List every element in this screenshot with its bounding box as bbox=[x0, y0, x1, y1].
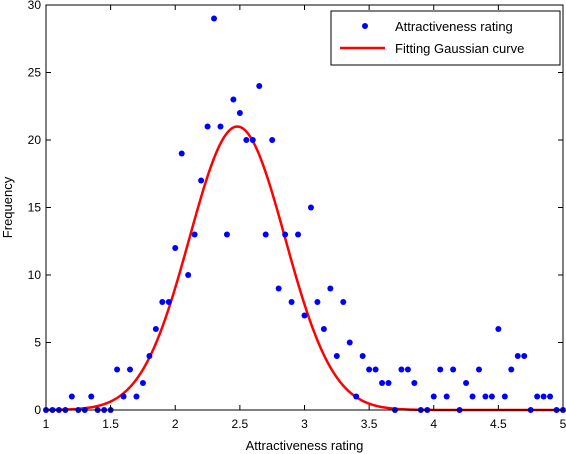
data-point bbox=[211, 15, 218, 22]
legend: Attractiveness rating Fitting Gaussian c… bbox=[330, 10, 561, 66]
data-point bbox=[256, 83, 263, 89]
data-point bbox=[450, 366, 457, 373]
data-point bbox=[366, 366, 373, 373]
data-point bbox=[359, 353, 366, 359]
data-point bbox=[437, 366, 444, 373]
data-point bbox=[501, 393, 508, 400]
data-point bbox=[204, 123, 211, 130]
data-point bbox=[198, 177, 205, 184]
x-tick-label: 4.5 bbox=[490, 417, 507, 431]
data-point bbox=[320, 326, 327, 332]
data-point bbox=[230, 96, 237, 103]
legend-label-curve: Fitting Gaussian curve bbox=[395, 41, 524, 56]
y-tick-label: 0 bbox=[34, 403, 41, 417]
data-point bbox=[288, 299, 295, 305]
x-tick-label: 4 bbox=[430, 417, 437, 431]
plot-background bbox=[46, 5, 563, 410]
data-point bbox=[430, 393, 437, 400]
legend-box bbox=[330, 10, 561, 66]
data-point bbox=[178, 150, 185, 157]
data-point bbox=[127, 366, 134, 373]
data-point bbox=[314, 299, 321, 305]
data-point bbox=[243, 137, 250, 143]
data-point bbox=[469, 393, 476, 400]
data-point bbox=[269, 137, 276, 143]
legend-label-points: Attractiveness rating bbox=[395, 19, 513, 34]
data-point bbox=[217, 123, 224, 130]
x-axis-label: Attractiveness rating bbox=[246, 438, 364, 453]
data-point bbox=[301, 312, 308, 319]
data-point bbox=[333, 353, 340, 359]
x-tick-label: 3.5 bbox=[361, 417, 378, 431]
data-point bbox=[340, 299, 347, 305]
data-point bbox=[346, 339, 353, 346]
data-point bbox=[120, 393, 127, 400]
data-point bbox=[411, 380, 418, 386]
x-tick-label: 5 bbox=[560, 417, 566, 431]
y-tick-label: 30 bbox=[28, 0, 42, 12]
data-point bbox=[185, 272, 192, 278]
data-point bbox=[534, 393, 541, 400]
data-point bbox=[372, 366, 379, 373]
y-tick-label: 20 bbox=[28, 133, 42, 147]
data-point bbox=[282, 231, 289, 238]
x-tick-label: 1.5 bbox=[102, 417, 119, 431]
data-point bbox=[495, 326, 502, 332]
y-axis-label: Frequency bbox=[0, 176, 15, 238]
data-point bbox=[146, 353, 153, 359]
y-tick-label: 15 bbox=[28, 201, 42, 215]
data-point bbox=[139, 380, 146, 386]
x-tick-label: 1 bbox=[43, 417, 50, 431]
data-point bbox=[521, 353, 528, 359]
data-point bbox=[540, 393, 547, 400]
ticks-layer: 1 1.5 2 2.5 3 3.5 4 4.5 5 0 5 10 15 20 25 30 bbox=[28, 0, 566, 431]
data-point bbox=[379, 380, 386, 386]
data-point bbox=[152, 326, 159, 332]
data-point bbox=[165, 299, 172, 305]
data-point bbox=[475, 366, 482, 373]
data-point bbox=[172, 245, 179, 251]
data-point bbox=[88, 393, 95, 400]
data-point bbox=[514, 353, 521, 359]
data-point bbox=[68, 393, 75, 400]
data-point bbox=[236, 110, 243, 116]
data-point bbox=[443, 393, 450, 400]
data-point bbox=[404, 366, 411, 373]
y-tick-label: 25 bbox=[28, 66, 42, 80]
scatter-points-layer bbox=[43, 15, 566, 413]
data-point bbox=[385, 380, 392, 386]
data-point bbox=[275, 285, 282, 292]
data-point bbox=[223, 231, 230, 238]
data-point bbox=[114, 366, 121, 373]
x-tick-label: 2 bbox=[172, 417, 179, 431]
data-point bbox=[327, 285, 334, 292]
y-tick-label: 5 bbox=[34, 336, 41, 350]
data-point bbox=[508, 366, 515, 373]
data-point bbox=[295, 231, 302, 238]
data-point bbox=[159, 299, 166, 305]
data-point bbox=[547, 393, 554, 400]
data-point bbox=[463, 380, 470, 386]
data-point bbox=[262, 231, 269, 238]
data-point bbox=[249, 137, 256, 143]
data-point bbox=[133, 393, 140, 400]
data-point bbox=[398, 366, 405, 373]
x-tick-label: 3 bbox=[301, 417, 308, 431]
data-point bbox=[307, 204, 314, 211]
data-point bbox=[191, 231, 198, 238]
legend-marker-points bbox=[362, 23, 368, 29]
y-tick-label: 10 bbox=[28, 268, 42, 282]
data-point bbox=[488, 393, 495, 400]
data-point bbox=[353, 393, 360, 400]
x-tick-label: 2.5 bbox=[232, 417, 249, 431]
data-point bbox=[482, 393, 489, 400]
